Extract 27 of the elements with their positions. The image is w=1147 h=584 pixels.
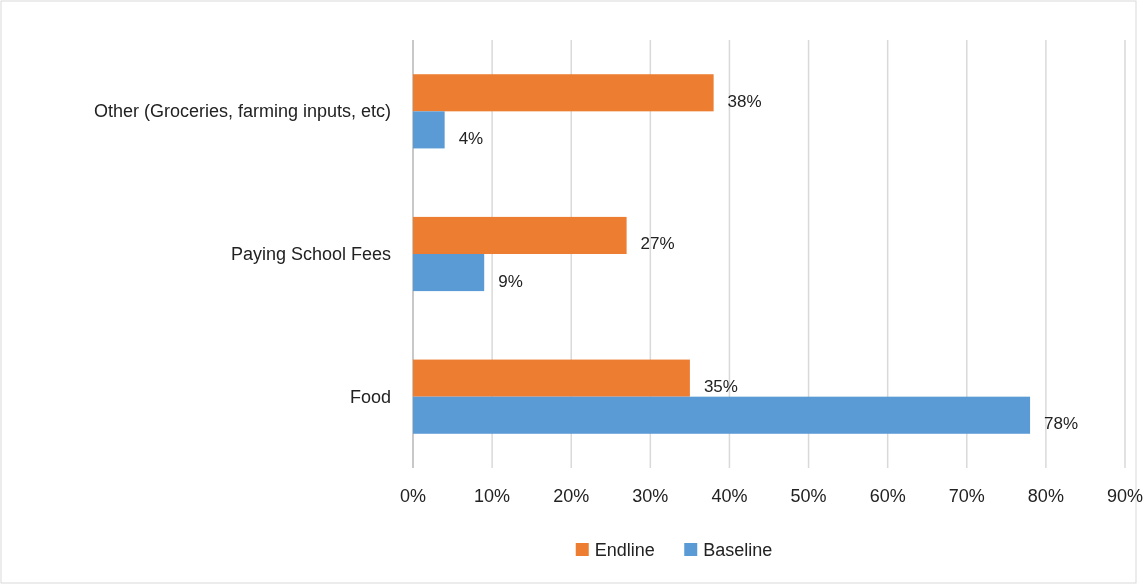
data-label: 78%	[1044, 414, 1079, 434]
data-label: 27%	[640, 234, 675, 254]
x-tick-label: 10%	[474, 486, 511, 506]
bar	[413, 396, 1031, 434]
y-tick-label: Other (Groceries, farming inputs, etc)	[93, 101, 391, 122]
x-tick-label: 0%	[399, 486, 427, 506]
x-tick-label: 80%	[1027, 486, 1064, 506]
bar	[413, 216, 627, 254]
x-tick-label: 20%	[553, 486, 590, 506]
x-tick-label: 30%	[632, 486, 669, 506]
data-label: 9%	[498, 271, 523, 291]
x-tick-label: 90%	[1106, 486, 1144, 506]
bar	[413, 254, 485, 292]
x-tick-label: 70%	[948, 486, 985, 506]
x-tick-label: 60%	[869, 486, 906, 506]
data-label: 4%	[458, 128, 484, 148]
x-tick-label: 50%	[790, 486, 827, 506]
data-label: 35%	[703, 377, 738, 397]
bar	[413, 359, 690, 397]
bar	[413, 111, 445, 149]
legend-label: Baseline	[703, 540, 773, 560]
y-tick-label: Food	[349, 386, 391, 407]
x-tick-label: 40%	[711, 486, 748, 506]
y-tick-label: Paying School Fees	[230, 244, 391, 264]
legend-label: Endline	[594, 540, 655, 560]
bar	[413, 74, 714, 112]
data-label: 38%	[727, 91, 762, 111]
